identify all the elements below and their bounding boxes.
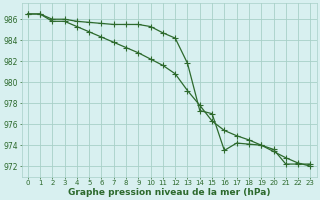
- X-axis label: Graphe pression niveau de la mer (hPa): Graphe pression niveau de la mer (hPa): [68, 188, 270, 197]
